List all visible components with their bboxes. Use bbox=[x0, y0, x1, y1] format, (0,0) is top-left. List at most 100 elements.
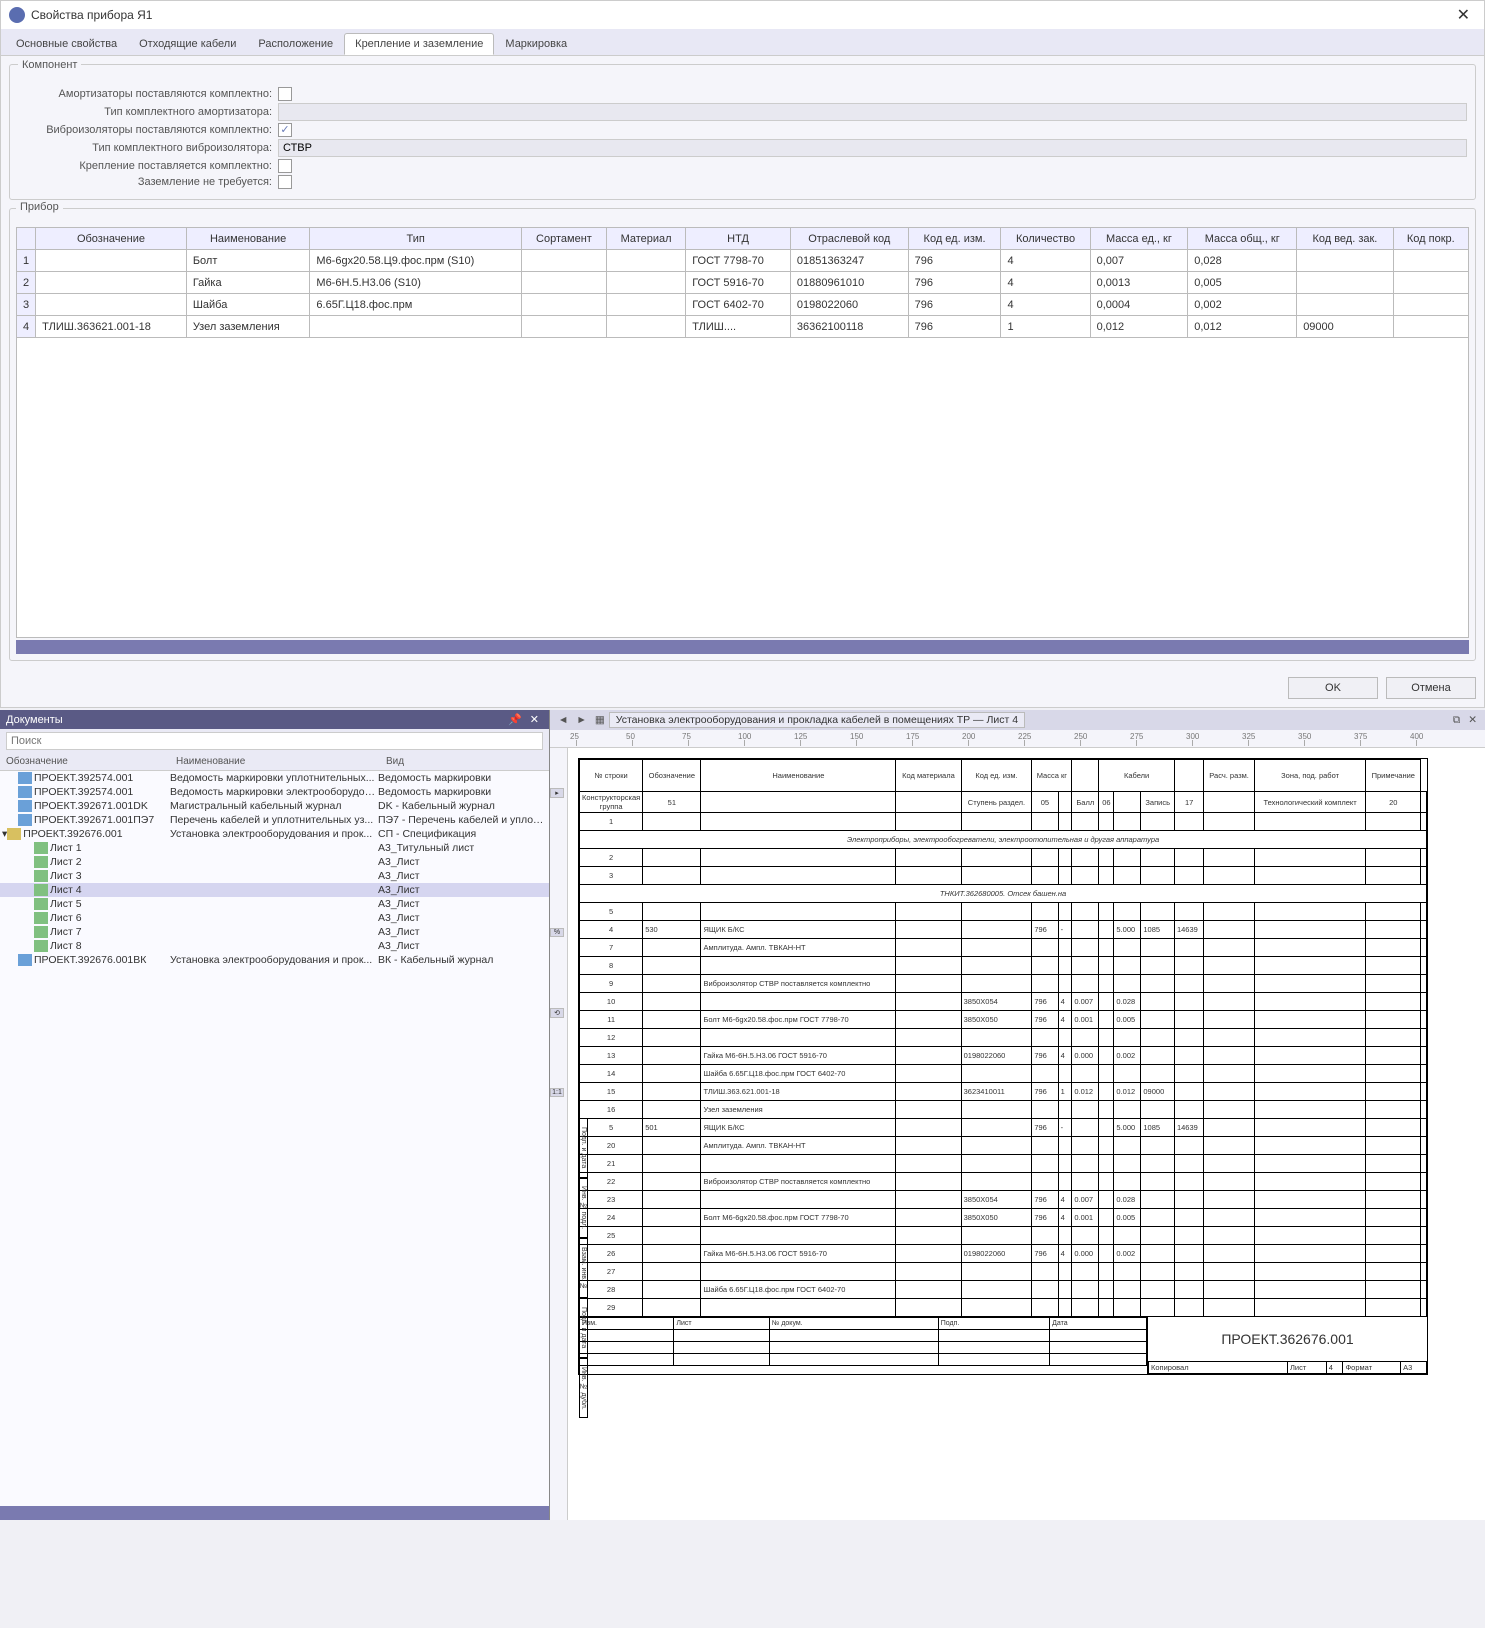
doc-row[interactable]: Лист 4А3_Лист bbox=[0, 883, 549, 897]
sheet-icon[interactable]: ▦ bbox=[591, 714, 609, 726]
grid-cell[interactable]: 01880961010 bbox=[790, 272, 908, 294]
vtool-4[interactable]: 1:1 bbox=[550, 1088, 564, 1097]
tab-4[interactable]: Маркировка bbox=[494, 33, 578, 55]
grid-cell[interactable]: ГОСТ 5916-70 bbox=[686, 272, 791, 294]
grid-cell[interactable]: Гайка bbox=[186, 272, 310, 294]
grid-col[interactable]: Масса ед., кг bbox=[1090, 228, 1188, 250]
pin-icon[interactable]: 📌 bbox=[504, 713, 526, 726]
grid-cell[interactable] bbox=[1393, 272, 1468, 294]
maximize-icon[interactable]: ⧉ bbox=[1449, 714, 1465, 727]
col-name[interactable]: Обозначение bbox=[0, 753, 170, 770]
grid-col[interactable]: Код ед. изм. bbox=[908, 228, 1001, 250]
drawing-tab[interactable]: Установка электрооборудования и прокладк… bbox=[609, 712, 1025, 728]
form-check-5[interactable] bbox=[278, 175, 292, 189]
panel-close-icon[interactable]: ✕ bbox=[526, 713, 543, 726]
grid-cell[interactable] bbox=[606, 294, 685, 316]
grid-cell[interactable] bbox=[521, 294, 606, 316]
grid-col[interactable]: Тип bbox=[310, 228, 521, 250]
grid-cell[interactable] bbox=[36, 294, 187, 316]
grid-cell[interactable] bbox=[1393, 250, 1468, 272]
tab-close-icon[interactable]: ✕ bbox=[1464, 714, 1481, 726]
grid-cell[interactable]: 0198022060 bbox=[790, 294, 908, 316]
doc-row[interactable]: ▾ ПРОЕКТ.392676.001Установка электрообор… bbox=[0, 827, 549, 841]
grid-cell[interactable]: ТЛИШ.... bbox=[686, 316, 791, 338]
doc-row[interactable]: ПРОЕКТ.392574.001Ведомость маркировки эл… bbox=[0, 785, 549, 799]
col-kind[interactable]: Вид bbox=[380, 753, 549, 770]
grid-cell[interactable]: М6-6gx20.58.Ц9.фос.прм (S10) bbox=[310, 250, 521, 272]
col-desc[interactable]: Наименование bbox=[170, 753, 380, 770]
grid-cell[interactable] bbox=[521, 250, 606, 272]
grid-cell[interactable]: 36362100118 bbox=[790, 316, 908, 338]
nav-next-icon[interactable]: ► bbox=[572, 714, 590, 726]
grid-col[interactable]: НТД bbox=[686, 228, 791, 250]
device-table[interactable]: ОбозначениеНаименованиеТипСортаментМатер… bbox=[16, 227, 1469, 338]
close-icon[interactable]: ✕ bbox=[1451, 5, 1476, 25]
vtool-3[interactable]: ⟲ bbox=[550, 1008, 564, 1018]
grid-cell[interactable] bbox=[1297, 294, 1393, 316]
tab-1[interactable]: Отходящие кабели bbox=[128, 33, 247, 55]
grid-cell[interactable]: 0,002 bbox=[1188, 294, 1297, 316]
grid-cell[interactable]: ТЛИШ.363621.001-18 bbox=[36, 316, 187, 338]
grid-cell[interactable] bbox=[1297, 272, 1393, 294]
doc-row[interactable]: ПРОЕКТ.392671.001DKМагистральный кабельн… bbox=[0, 799, 549, 813]
tab-2[interactable]: Расположение bbox=[247, 33, 344, 55]
documents-hscroll[interactable] bbox=[0, 1506, 549, 1520]
grid-cell[interactable]: 796 bbox=[908, 272, 1001, 294]
documents-tree[interactable]: ПРОЕКТ.392574.001Ведомость маркировки уп… bbox=[0, 771, 549, 1506]
grid-cell[interactable] bbox=[1393, 316, 1468, 338]
grid-cell[interactable]: 796 bbox=[908, 316, 1001, 338]
tab-0[interactable]: Основные свойства bbox=[5, 33, 128, 55]
grid-cell[interactable]: 0,0004 bbox=[1090, 294, 1188, 316]
doc-row[interactable]: ПРОЕКТ.392671.001ПЭ7Перечень кабелей и у… bbox=[0, 813, 549, 827]
grid-cell[interactable]: 6.65Г.Ц18.фос.прм bbox=[310, 294, 521, 316]
doc-row[interactable]: ПРОЕКТ.392676.001ВКУстановка электрообор… bbox=[0, 953, 549, 967]
drawing-canvas[interactable]: № строкиОбозначениеНаименованиеКод матер… bbox=[568, 748, 1485, 1520]
grid-cell[interactable]: 0,012 bbox=[1188, 316, 1297, 338]
grid-cell[interactable]: 01851363247 bbox=[790, 250, 908, 272]
doc-row[interactable]: Лист 6А3_Лист bbox=[0, 911, 549, 925]
grid-cell[interactable]: 4 bbox=[1001, 272, 1090, 294]
grid-cell[interactable] bbox=[521, 272, 606, 294]
grid-col[interactable]: Масса общ., кг bbox=[1188, 228, 1297, 250]
doc-row[interactable]: Лист 3А3_Лист bbox=[0, 869, 549, 883]
grid-col[interactable]: Отраслевой код bbox=[790, 228, 908, 250]
dialog-titlebar[interactable]: Свойства прибора Я1 ✕ bbox=[1, 1, 1484, 29]
grid-cell[interactable]: 0,0013 bbox=[1090, 272, 1188, 294]
documents-panel-title[interactable]: Документы 📌 ✕ bbox=[0, 710, 549, 729]
grid-cell[interactable]: 0,007 bbox=[1090, 250, 1188, 272]
grid-col[interactable]: Количество bbox=[1001, 228, 1090, 250]
grid-cell[interactable] bbox=[310, 316, 521, 338]
doc-row[interactable]: Лист 2А3_Лист bbox=[0, 855, 549, 869]
cancel-button[interactable]: Отмена bbox=[1386, 677, 1476, 699]
doc-row[interactable]: Лист 7А3_Лист bbox=[0, 925, 549, 939]
grid-cell[interactable]: 0,005 bbox=[1188, 272, 1297, 294]
doc-row[interactable]: Лист 1А3_Титульный лист bbox=[0, 841, 549, 855]
form-check-0[interactable] bbox=[278, 87, 292, 101]
doc-row[interactable]: ПРОЕКТ.392574.001Ведомость маркировки уп… bbox=[0, 771, 549, 785]
grid-cell[interactable]: 796 bbox=[908, 250, 1001, 272]
grid-cell[interactable] bbox=[1393, 294, 1468, 316]
ok-button[interactable]: OK bbox=[1288, 677, 1378, 699]
tab-3[interactable]: Крепление и заземление bbox=[344, 33, 494, 55]
grid-cell[interactable]: ГОСТ 6402-70 bbox=[686, 294, 791, 316]
grid-cell[interactable]: ГОСТ 7798-70 bbox=[686, 250, 791, 272]
grid-col[interactable]: Обозначение bbox=[36, 228, 187, 250]
grid-col[interactable]: Наименование bbox=[186, 228, 310, 250]
grid-col[interactable]: Материал bbox=[606, 228, 685, 250]
grid-cell[interactable] bbox=[36, 250, 187, 272]
form-check-4[interactable] bbox=[278, 159, 292, 173]
grid-cell[interactable] bbox=[606, 316, 685, 338]
vtool-1[interactable]: ▸ bbox=[550, 788, 564, 798]
grid-cell[interactable] bbox=[606, 250, 685, 272]
grid-cell[interactable] bbox=[1297, 250, 1393, 272]
grid-cell[interactable]: М6-6H.5.H3.06 (S10) bbox=[310, 272, 521, 294]
grid-cell[interactable]: 09000 bbox=[1297, 316, 1393, 338]
grid-cell[interactable] bbox=[521, 316, 606, 338]
form-check-2[interactable] bbox=[278, 123, 292, 137]
grid-cell[interactable]: 1 bbox=[1001, 316, 1090, 338]
device-table-hscroll[interactable] bbox=[16, 640, 1469, 654]
grid-cell[interactable]: Узел заземления bbox=[186, 316, 310, 338]
nav-prev-icon[interactable]: ◄ bbox=[554, 714, 572, 726]
documents-search-input[interactable] bbox=[6, 732, 543, 750]
form-input-3[interactable] bbox=[278, 139, 1467, 157]
